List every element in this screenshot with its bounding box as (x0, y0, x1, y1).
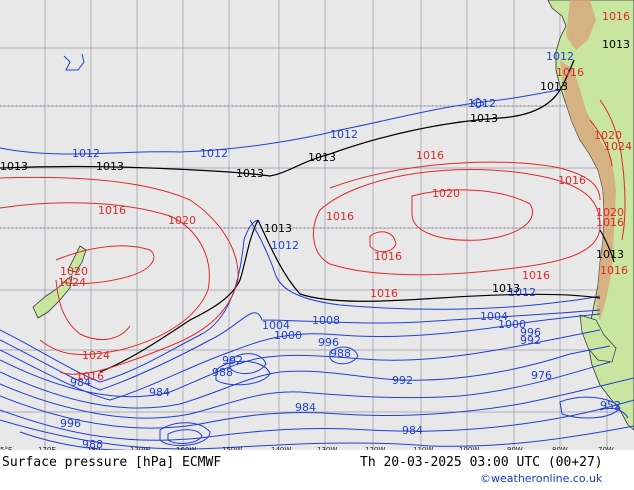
isobar-label: 1016 (602, 10, 630, 23)
surface-pressure-map: 5°E 170E 180 170W 160W 150W 140W 130W 12… (0, 0, 634, 460)
isobar-label: 1013 (264, 222, 292, 235)
tierra-del-fuego (579, 314, 617, 363)
isobar-label: 1013 (308, 151, 336, 164)
isobar-label: 992 (222, 354, 243, 367)
pacific-island (63, 53, 85, 71)
isobar-label: 976 (531, 369, 552, 382)
andes-terrain (560, 60, 616, 320)
grid-ticks (0, 105, 634, 229)
isobar-label: 1012 (271, 239, 299, 252)
isobar-label: 1016 (522, 269, 550, 282)
isobar-label: 1012 (508, 286, 536, 299)
isobar-label: 1012 (546, 50, 574, 63)
isobar-label: 1008 (312, 314, 340, 327)
isobar-label: 1020 (168, 214, 196, 227)
isobar-label: 1016 (556, 66, 584, 79)
isobar-label: 1000 (498, 318, 526, 331)
isobars-low (0, 89, 634, 451)
isobar-label: 1016 (374, 250, 402, 263)
isobar-label: 1013 (470, 112, 498, 125)
isobar-label: 1000 (274, 329, 302, 342)
isobar-label: 1013 (0, 160, 28, 173)
isobar-label: 988 (330, 347, 351, 360)
isobar-label: 988 (82, 438, 103, 451)
isobar-label: 996 (60, 417, 81, 430)
isobar-label: 1013 (96, 160, 124, 173)
isobar-label: 1013 (236, 167, 264, 180)
isobar-labels-blue: 1012 1012 1012 1012 1012 1012 1012 1008 … (60, 50, 621, 451)
run-timestamp: Th 20-03-2025 03:00 UTC (00+27) (360, 455, 603, 470)
isobar-label: 952 (600, 399, 621, 412)
isobar-label: 1012 (468, 97, 496, 110)
ocean-background (0, 0, 634, 460)
andes-terrain-north (566, 0, 596, 50)
isobar-label: 1020 (596, 206, 624, 219)
isobar-label: 1016 (326, 210, 354, 223)
isobar-label: 1013 (540, 80, 568, 93)
isobar-label: 984 (70, 376, 91, 389)
map-title: Surface pressure [hPa] ECMWF (2, 455, 222, 470)
isobar-label: 996 (318, 336, 339, 349)
isobar-label: 1020 (432, 187, 460, 200)
isobar-label: 984 (295, 401, 316, 414)
isobars-high (0, 99, 626, 375)
isobar-label: 1016 (98, 204, 126, 217)
isobar-labels-black: 1013 1013 1013 1013 1013 1013 1013 1013 … (0, 38, 630, 295)
isobar-label: 988 (212, 366, 233, 379)
isobar-label: 1024 (58, 276, 86, 289)
isobar-label: 1013 (596, 248, 624, 261)
isobar-label: 1016 (370, 287, 398, 300)
isobar-1013 (0, 59, 615, 373)
isobar-label: 1020 (60, 265, 88, 278)
isobar-label: 1016 (558, 174, 586, 187)
isobar-label: 1016 (596, 216, 624, 229)
isobar-label: 1020 (594, 129, 622, 142)
isobar-label: 1016 (416, 149, 444, 162)
isobar-label: 1012 (200, 147, 228, 160)
isobar-label: 984 (149, 386, 170, 399)
isobar-label: 1004 (262, 319, 290, 332)
pacific-island (471, 97, 485, 109)
isobar-label: 1016 (600, 264, 628, 277)
isobar-label: 984 (402, 424, 423, 437)
caption-bar (0, 450, 634, 490)
isobar-label: 1024 (604, 140, 632, 153)
isobar-label: 1013 (492, 282, 520, 295)
new-zealand-south-island (32, 275, 73, 319)
isobar-label: 992 (520, 334, 541, 347)
copyright-link[interactable]: ©weatheronline.co.uk (480, 472, 603, 485)
isobar-label: 1004 (480, 310, 508, 323)
isobar-label: 1016 (76, 370, 104, 383)
isobar-label: 1012 (72, 147, 100, 160)
isobar-label: 996 (520, 326, 541, 339)
isobar-label: 992 (392, 374, 413, 387)
isobar-label: 1024 (82, 349, 110, 362)
isobar-label: 1012 (330, 128, 358, 141)
isobar-labels-red: 1016 1016 1016 1016 1016 1016 1016 1016 … (58, 10, 632, 383)
isobar-label: 1013 (602, 38, 630, 51)
